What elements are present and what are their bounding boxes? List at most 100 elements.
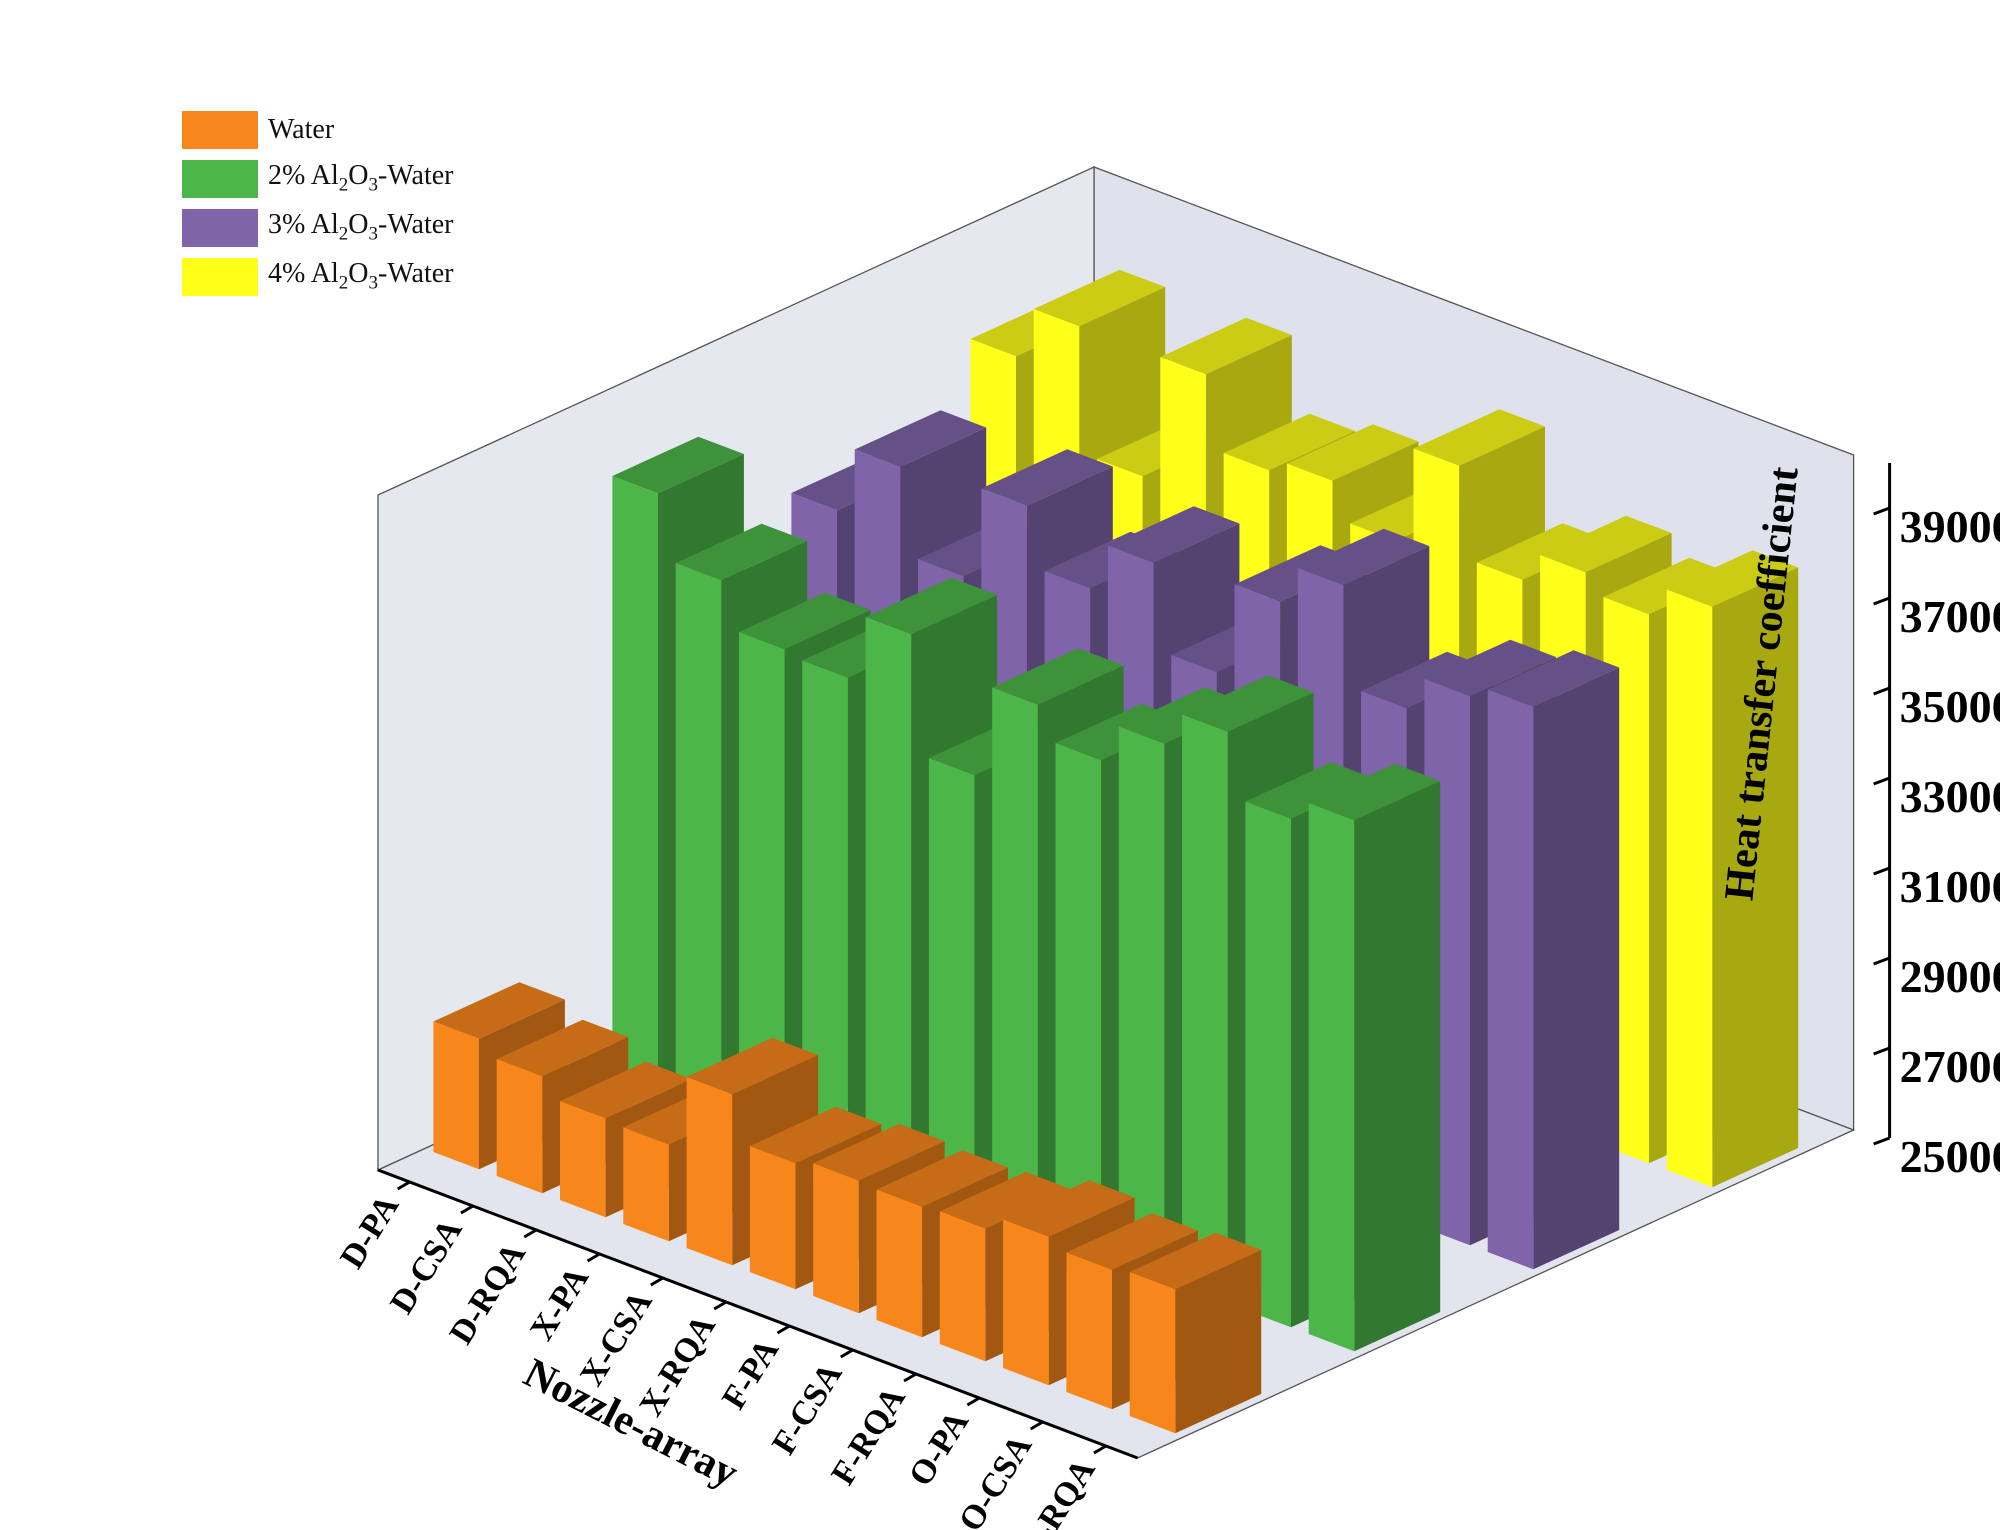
bar-top — [1286, 424, 1419, 481]
bar-top — [1033, 269, 1166, 327]
legend-label: 4% Al2O3-Water — [268, 258, 454, 294]
bar-top — [433, 982, 565, 1039]
x-tick-label: O-PA — [902, 1404, 976, 1492]
x-tick — [776, 1324, 791, 1335]
bar-top — [1223, 413, 1356, 471]
bar-top — [749, 1106, 882, 1164]
bar-top — [612, 436, 744, 494]
bar-front — [1245, 801, 1291, 1328]
bar-front — [612, 476, 658, 1088]
bar-front — [928, 758, 975, 1208]
bar-front — [675, 563, 722, 1112]
bar-front — [1003, 1219, 1049, 1386]
x-tick — [396, 1180, 411, 1191]
legend-item: 4% Al2O3-Water — [182, 252, 453, 301]
x-tick — [523, 1228, 538, 1239]
x-tick — [460, 1204, 474, 1215]
x-tick-label: F-RQA — [824, 1380, 913, 1491]
bar-top — [1129, 1232, 1262, 1290]
bar-top — [675, 523, 808, 581]
bar-front — [623, 1127, 669, 1242]
bar-front — [813, 1163, 859, 1314]
bar-front — [802, 660, 848, 1160]
bar-front — [749, 1146, 796, 1290]
z-tick — [1873, 866, 1891, 876]
bar-front — [1118, 726, 1165, 1280]
x-tick-label: O-CSA — [952, 1428, 1040, 1530]
bar-front — [1666, 589, 1713, 1188]
bar-top — [1413, 409, 1545, 466]
bar-side — [1712, 567, 1799, 1188]
x-tick — [586, 1252, 601, 1263]
z-tick-label: 27000 — [1900, 1041, 2000, 1092]
legend: Water 2% Al2O3-Water 3% Al2O3-Water 4% Al2O… — [182, 105, 453, 301]
bar-top — [865, 577, 998, 635]
bar-2-11 — [1487, 650, 1620, 1270]
bar-top — [739, 592, 871, 650]
x-tick — [1029, 1420, 1044, 1431]
bar-top — [1666, 550, 1799, 607]
legend-swatch — [182, 159, 258, 198]
z-tick-label: 25000 — [1900, 1131, 2000, 1182]
bar-side — [1533, 667, 1620, 1270]
bar-1-11 — [1308, 763, 1441, 1352]
legend-item: 3% Al2O3-Water — [182, 203, 453, 252]
bar-front — [1129, 1272, 1176, 1434]
bar-top — [1540, 515, 1672, 573]
bar-front — [1487, 689, 1534, 1270]
legend-swatch — [182, 208, 258, 247]
z-tick — [1873, 596, 1891, 606]
bar-top — [1245, 762, 1377, 819]
bar-front — [939, 1211, 986, 1362]
bar-top — [854, 410, 987, 467]
z-tick-label: 39000 — [1900, 501, 2000, 552]
z-tick — [1873, 1136, 1891, 1146]
bar-top — [1107, 506, 1240, 563]
bar-top — [1003, 1180, 1135, 1237]
x-tick — [839, 1348, 854, 1359]
legend-swatch — [182, 110, 258, 149]
bar-front — [739, 632, 785, 1136]
z-tick-label: 29000 — [1900, 951, 2000, 1002]
x-tick-label: D-PA — [333, 1188, 406, 1275]
z-tick-label: 31000 — [1900, 861, 2000, 912]
bar-top — [1066, 1213, 1198, 1270]
x-tick — [903, 1372, 917, 1383]
bar-front — [1182, 714, 1228, 1304]
bar-front — [433, 1021, 479, 1170]
bar-0-11 — [1129, 1232, 1262, 1434]
bar-top — [1182, 675, 1314, 732]
bar-top — [686, 1037, 819, 1095]
legend-label: Water — [268, 113, 335, 145]
x-tick — [1093, 1444, 1107, 1455]
legend-label: 2% Al2O3-Water — [268, 160, 454, 196]
legend-item: 2% Al2O3-Water — [182, 154, 453, 203]
z-tick-label: 33000 — [1900, 771, 2000, 822]
z-tick — [1873, 506, 1891, 516]
chart-bars — [433, 269, 1799, 1434]
bar-top — [1487, 650, 1620, 707]
bar-side — [1354, 781, 1441, 1352]
legend-swatch — [182, 257, 258, 296]
bar-top — [1308, 763, 1441, 821]
bar-front — [865, 617, 912, 1184]
bar-top — [981, 449, 1113, 506]
x-tick — [713, 1300, 727, 1311]
bar-front — [496, 1059, 543, 1194]
x-tick — [966, 1396, 981, 1407]
x-axis-title: Nozzle-array — [517, 1350, 746, 1497]
bar-top — [992, 648, 1124, 705]
bar-top — [939, 1171, 1072, 1229]
z-tick — [1873, 776, 1891, 786]
bar-front — [876, 1189, 923, 1338]
z-tick-label: 35000 — [1900, 681, 2000, 732]
bar-3-11 — [1666, 550, 1799, 1188]
bar-front — [560, 1101, 606, 1218]
bar-front — [1066, 1252, 1112, 1410]
bar-top — [1603, 557, 1735, 615]
z-tick — [1873, 956, 1891, 966]
bar-top — [1424, 639, 1556, 697]
bar-top — [1160, 317, 1292, 375]
z-tick — [1873, 686, 1891, 696]
